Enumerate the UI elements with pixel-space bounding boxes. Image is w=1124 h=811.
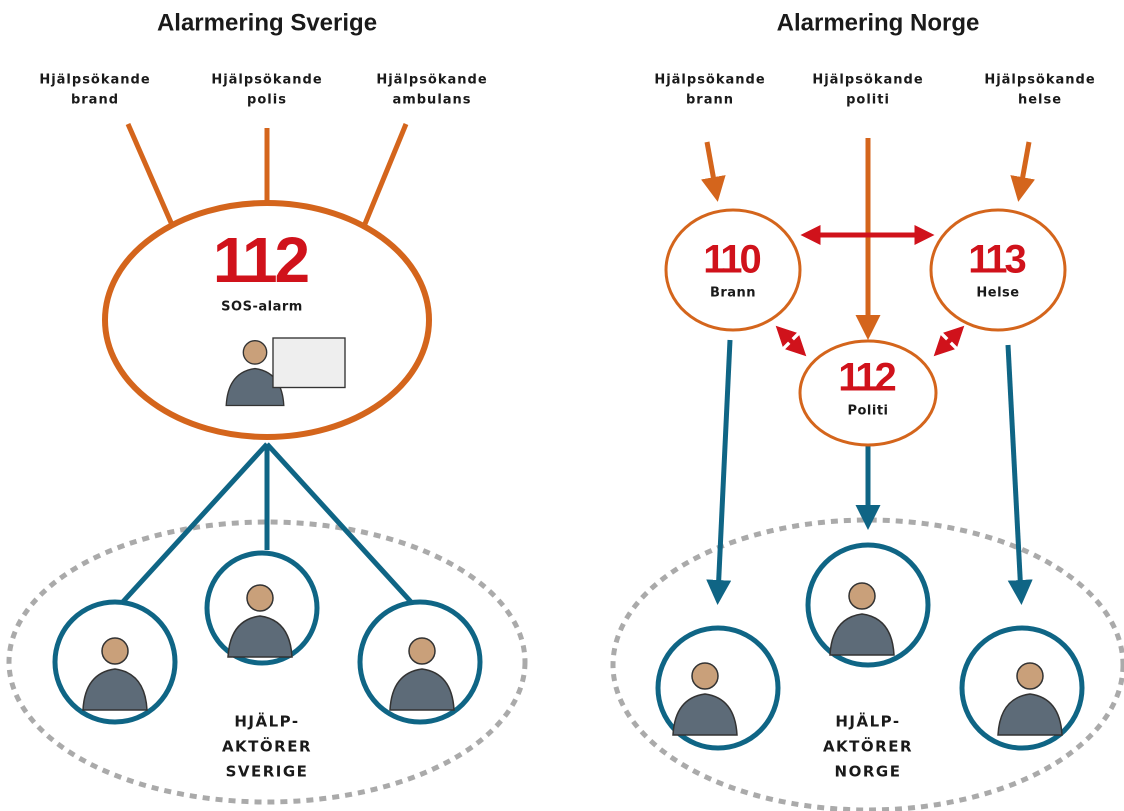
caller: Hjälpsökande (376, 73, 487, 88)
sweden: Alarmering Sverige Hjälpsökande brand Hj… (9, 9, 525, 802)
arrow (718, 340, 730, 595)
title: Alarmering Sverige (157, 9, 377, 36)
helper-text: HJÄLP- (234, 712, 299, 731)
arrow (1008, 345, 1021, 595)
arrow (939, 331, 959, 351)
arrow (707, 142, 716, 192)
norway: Alarmering Norge Hjälpsökande brann Hjäl… (613, 9, 1123, 810)
caller: Hjälpsökande (812, 73, 923, 88)
caller: Hjälpsökande (211, 73, 322, 88)
helper-text: AKTÖRER (823, 737, 913, 756)
caller: brand (71, 93, 119, 108)
helper-text: NORGE (835, 763, 902, 781)
center-number: 112 (213, 224, 309, 296)
callers: Hjälpsökande brann Hjälpsökande politi H… (654, 73, 1095, 108)
center-number: 110 (703, 238, 760, 282)
helper-text: SVERIGE (226, 763, 309, 781)
diagram: Alarmering Sverige Hjälpsökande brand Hj… (0, 0, 1124, 811)
helper-text: AKTÖRER (222, 737, 312, 756)
center-label: Brann (710, 286, 756, 301)
arrow (781, 331, 801, 351)
caller: politi (846, 93, 890, 108)
center-number: 113 (968, 238, 1025, 282)
center-label: Politi (847, 404, 888, 419)
helper-text: HJÄLP- (835, 712, 900, 731)
connector (360, 124, 406, 236)
caller: Hjälpsökande (984, 73, 1095, 88)
center-label: Helse (976, 286, 1019, 301)
title: Alarmering Norge (777, 9, 980, 36)
caller: ambulans (392, 93, 471, 108)
arrow (1020, 142, 1029, 192)
connector (128, 124, 176, 234)
caller: polis (247, 93, 287, 108)
caller: brann (686, 93, 734, 108)
center-number: 112 (838, 356, 895, 400)
callers: Hjälpsökande brand Hjälpsökande polis Hj… (39, 73, 487, 108)
center-label: SOS-alarm (221, 300, 303, 315)
caller: Hjälpsökande (654, 73, 765, 88)
caller: Hjälpsökande (39, 73, 150, 88)
caller: helse (1018, 93, 1062, 108)
